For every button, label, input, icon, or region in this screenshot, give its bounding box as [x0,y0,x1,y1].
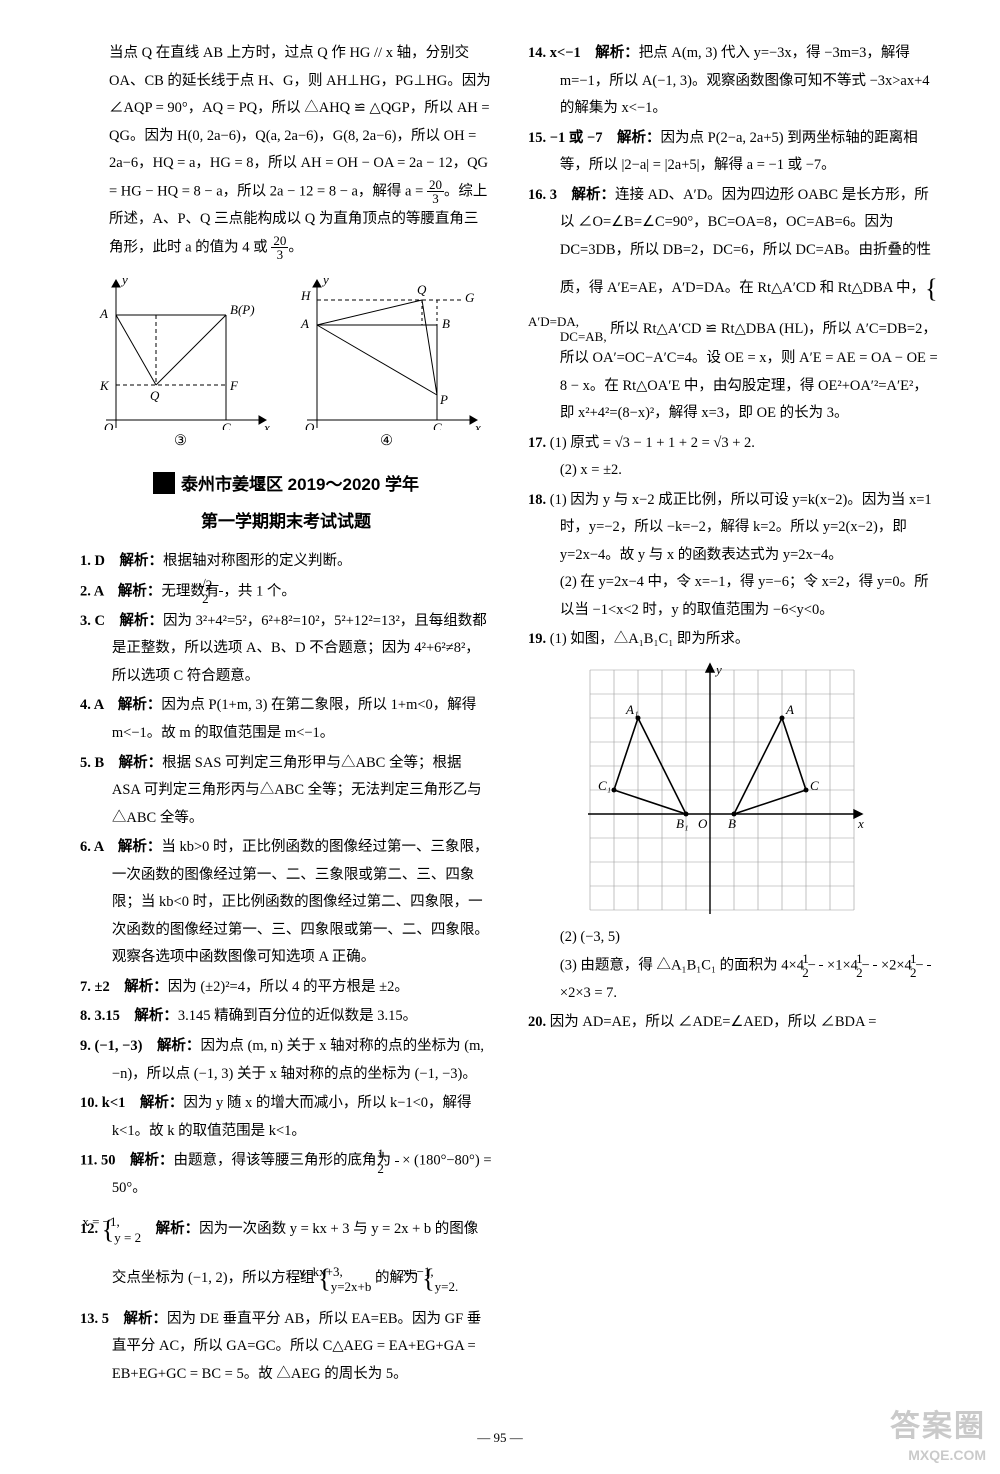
q6: 6. A 解析：当 kb>0 时，正比例函数的图像经过第一、三象限，一次函数的图… [80,834,492,972]
svg-text:B₁: B₁ [676,816,688,831]
q11: 11. 50 解析：由题意，得该等腰三角形的底角为 12 × (180°−80°… [80,1147,492,1203]
svg-text:G: G [465,290,475,305]
svg-text:y: y [714,662,722,677]
svg-text:C: C [433,420,442,430]
svg-text:Q: Q [150,388,160,403]
svg-text:C₁: C₁ [598,778,611,793]
section-title-1: 泰州市姜堰区 2019～2020 学年 [80,469,492,501]
diagrams-row: A B(P) K F Q O C x y ③ [80,270,492,456]
q17: 17. (1) 原式 = √3 − 1 + 1 + 2 = √3 + 2.(2)… [528,430,940,485]
diagram-4-caption: ④ [287,428,487,456]
q19: 19. (1) 如图，△A₁B₁C₁ 即为所求。 [528,626,940,1007]
svg-text:Q: Q [417,282,427,297]
diagram-4: A B H G Q P O C x y ④ [287,270,487,456]
q4: 4. A 解析：因为点 P(1+m, 3) 在第二象限，所以 1+m<0，解得 … [80,692,492,747]
q15: 15. −1 或 −7 解析：因为点 P(2−a, 2a+5) 到两坐标轴的距离… [528,125,940,180]
q12: 12. {x = −1,y = 2 解析：因为一次函数 y = kx + 3 与… [80,1205,492,1304]
continuation-text: 当点 Q 在直线 AB 上方时，过点 Q 作 HG // x 轴，分别交 OA、… [80,40,492,262]
q1: 1. D 解析：根据轴对称图形的定义判断。 [80,548,492,576]
svg-text:F: F [229,378,239,393]
q13: 13. 5 解析：因为 DE 垂直平分 AB，所以 EA=EB。因为 GF 垂直… [80,1306,492,1389]
svg-text:O: O [104,420,114,430]
svg-text:B: B [442,316,450,331]
svg-text:K: K [99,378,110,393]
q9: 9. (−1, −3) 解析：因为点 (m, n) 关于 x 轴对称的点的坐标为… [80,1033,492,1088]
svg-text:O: O [305,420,315,430]
svg-text:A: A [99,306,108,321]
svg-text:y: y [120,272,128,287]
q2: 2. A 解析：无理数有√22，共 1 个。 [80,578,492,606]
svg-text:y: y [321,272,329,287]
q10: 10. k<1 解析：因为 y 随 x 的增大而减小，所以 k−1<0，解得 k… [80,1090,492,1145]
diagram-3-caption: ③ [86,428,276,456]
q18: 18. (1) 因为 y 与 x−2 成正比例，所以可设 y=k(x−2)。因为… [528,487,940,625]
svg-text:x: x [857,816,864,831]
svg-text:x: x [263,420,270,430]
diagram-3: A B(P) K F Q O C x y ③ [86,270,276,456]
q7: 7. ±2 解析：因为 (±2)²=4，所以 4 的平方根是 ±2。 [80,974,492,1002]
svg-text:A₁: A₁ [625,702,638,717]
watermark: 答案圈 MXQE.COM [890,1407,986,1464]
svg-text:B: B [728,816,736,831]
q20: 20. 因为 AD=AE，所以 ∠ADE=∠AED，所以 ∠BDA = [528,1009,940,1037]
svg-text:C: C [810,778,819,793]
svg-text:P: P [439,392,448,407]
q3: 3. C 解析：因为 3²+4²=5²，6²+8²=10²，5²+12²=13²… [80,608,492,691]
q14: 14. x<−1 解析：把点 A(m, 3) 代入 y=−3x，得 −3m=3，… [528,40,940,123]
q5: 5. B 解析：根据 SAS 可判定三角形甲与△ABC 全等；根据 ASA 可判… [80,750,492,833]
svg-text:C: C [222,420,231,430]
svg-text:A: A [300,316,309,331]
q19-grid: A B C A₁ B₁ C₁ Ox y [580,660,940,920]
q16: 16. 3 解析：连接 AD、A′D。因为四边形 OABC 是长方形，所以 ∠O… [528,182,940,428]
q8: 8. 3.15 解析：3.145 精确到百分位的近似数是 3.15。 [80,1003,492,1031]
svg-text:A: A [785,702,794,717]
svg-text:B(P): B(P) [230,302,255,317]
svg-text:H: H [300,288,311,303]
section-title-2: 第一学期期末考试试题 [80,506,492,538]
svg-text:O: O [698,816,708,831]
svg-text:x: x [474,420,481,430]
